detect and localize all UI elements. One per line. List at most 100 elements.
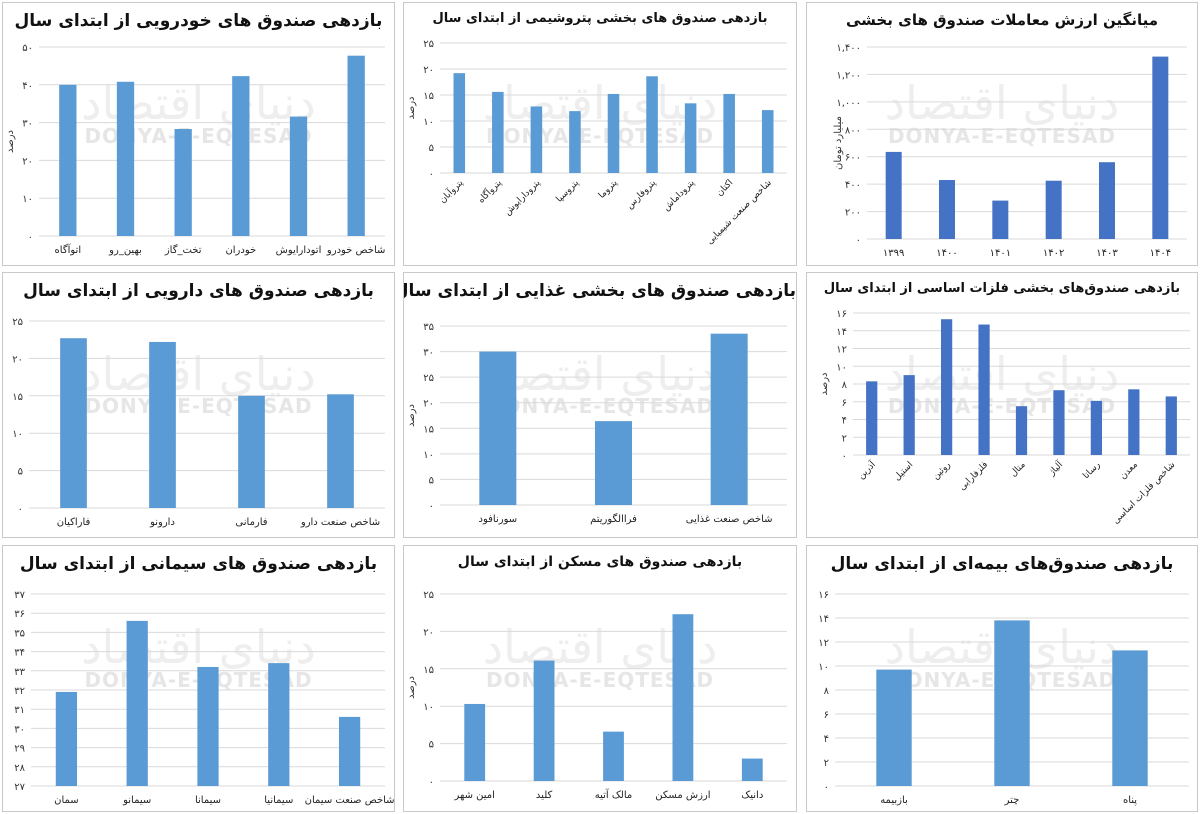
- y-tick-label: ۳۱: [14, 705, 25, 716]
- chart-panel-insurance: دنیای اقتصاد DONYA-E-EQTESAD بازدهی صندو…: [806, 545, 1198, 812]
- chart-panel-pharma: دنیای اقتصاد DONYA-E-EQTESAD بازدهی صندو…: [2, 272, 395, 538]
- y-tick-label: ۰: [856, 235, 861, 246]
- chart-svg: ۲۷ ۲۸ ۲۹ ۳۰ ۳۱ ۳۲ ۳۳ ۳۴ ۳۵ ۳۶ ۳۷ سمان سیمانو سیمانا سی…: [14, 590, 394, 806]
- x-tick-label: آلیاژ: [1045, 458, 1065, 478]
- x-tick-label: مالک آتیه: [595, 788, 633, 801]
- chart-panel-metals: دنیای اقتصاد DONYA-E-EQTESAD بازدهی صندو…: [806, 272, 1198, 538]
- y-tick-label: ۱۵: [12, 392, 23, 403]
- x-tick-label: سیمانیا: [264, 795, 293, 806]
- bar: [741, 758, 763, 781]
- x-tick-label: استیل: [892, 460, 915, 483]
- bar: [607, 93, 620, 173]
- y-tick-label: ۰: [18, 504, 23, 515]
- bar: [1152, 56, 1169, 239]
- chart-svg: ۰ ۲۰۰ ۴۰۰ ۶۰۰ ۸۰۰ ۱,۰۰۰ ۱,۲۰۰ ۱,۴۰۰ میلیارد توما…: [833, 43, 1187, 259]
- bar: [197, 666, 219, 786]
- y-tick-label: ۲۷: [14, 782, 25, 793]
- y-tick-label: ۳۴: [14, 648, 25, 659]
- chart-svg: ۰ ۵ ۱۰ ۱۵ ۲۰ ۲۵ درصد پتروآبان پتروآگاهپترودارایو…: [406, 39, 787, 247]
- x-tick-label: شاخص صنعت شیمیایی: [705, 178, 774, 247]
- y-tick-label: ۸: [842, 380, 848, 391]
- y-tick-label: ۸: [824, 686, 830, 697]
- bar: [55, 691, 78, 786]
- x-tick-label: فراالگوریتم: [590, 513, 637, 525]
- bar: [238, 395, 265, 508]
- y-tick-label: ۰: [842, 451, 847, 462]
- chart-title: بازدهی صندوق های دارویی از ابتدای سال: [23, 281, 374, 301]
- y-tick-label: ۴: [824, 734, 829, 745]
- bar: [1128, 389, 1140, 455]
- y-tick-label: ۰: [824, 782, 829, 793]
- x-tick-label: فارمانی: [235, 517, 267, 528]
- y-tick-label: ۴۰: [22, 81, 33, 92]
- bar: [530, 106, 543, 173]
- x-tick-label: بهین_رو: [108, 245, 142, 256]
- bar: [885, 151, 902, 239]
- y-tick-label: ۲۵: [12, 317, 23, 328]
- chart-title: بازدهی صندوق های سیمانی از ابتدای سال: [19, 554, 378, 574]
- x-tick-label: پتروآگاه: [475, 176, 504, 205]
- bar: [603, 731, 624, 781]
- y-tick-label: ۱۰: [423, 117, 434, 128]
- chart-title: بازدهی صندوق‌های بخشی فلزات اساسی از ابت…: [823, 281, 1181, 296]
- x-tick-label: اتوآگاه: [55, 243, 82, 256]
- y-tick-label: ۲۰: [12, 354, 23, 365]
- y-tick-label: ۳۵: [14, 628, 25, 639]
- y-tick-label: ۶: [842, 398, 847, 409]
- y-tick-label: ۳۶: [14, 609, 25, 620]
- chart-panel-auto: دنیای اقتصاد DONYA-E-EQTESAD بازدهی صندو…: [2, 2, 395, 266]
- bar: [1053, 390, 1065, 455]
- x-tick-label: پتروفارس: [625, 178, 659, 212]
- y-axis-label: میلیارد تومان: [833, 116, 844, 170]
- y-tick-label: ۱۴: [836, 327, 847, 338]
- chart-panel-trading-value: دنیای اقتصاد DONYA-E-EQTESAD میانگین ارز…: [806, 2, 1198, 266]
- y-tick-label: ۲۵: [423, 373, 434, 384]
- y-tick-label: ۱۰: [423, 702, 434, 713]
- y-tick-label: ۱۵: [423, 424, 434, 435]
- bar: [126, 620, 148, 786]
- bar: [1112, 650, 1148, 786]
- bar: [60, 338, 87, 508]
- y-tick-label: ۳۳: [14, 667, 25, 678]
- y-tick-label: ۰: [28, 232, 33, 243]
- bar: [710, 333, 748, 505]
- bar: [453, 73, 466, 173]
- bar: [347, 55, 365, 236]
- x-tick-label: پناه: [1123, 795, 1137, 806]
- x-tick-label: شاخص فلزات اساسی: [1111, 460, 1177, 526]
- bar: [978, 324, 990, 455]
- bar: [646, 76, 658, 173]
- y-tick-label: ۵۰: [22, 43, 33, 54]
- y-tick-label: ۱۶: [836, 309, 847, 320]
- bar: [59, 84, 77, 236]
- bar: [723, 93, 735, 173]
- chart-svg: ۰ ۲ ۴ ۶ ۸ ۱۰ ۱۲ ۱۴ ۱۶ بازبیمه چتر پناه: [818, 590, 1189, 806]
- x-tick-label: شاخص صنعت سیمان: [305, 795, 394, 806]
- x-tick-label: چتر: [1004, 795, 1020, 806]
- bar: [1099, 162, 1115, 239]
- x-tick-label: اکتان: [715, 178, 735, 198]
- x-tick-label: فلزفارابی: [958, 460, 991, 493]
- x-tick-label: سیمانا: [195, 795, 221, 806]
- y-tick-label: ۱۲: [836, 345, 847, 356]
- chart-title: میانگین ارزش معاملات صندوق های بخشی: [845, 11, 1159, 29]
- y-axis-label: درصد: [819, 372, 830, 395]
- bar: [1165, 396, 1177, 455]
- x-tick-label: آذرین: [855, 458, 878, 481]
- y-tick-label: ۲: [824, 758, 829, 769]
- chart-panel-food: دنیای اقتصاد DONYA-E-EQTESAD بازدهی صندو…: [403, 272, 797, 538]
- y-tick-label: ۲۰: [423, 65, 434, 76]
- x-tick-label: پتروآبان: [436, 176, 465, 205]
- y-axis-label: درصد: [406, 676, 417, 699]
- y-tick-label: ۱,۲۰۰: [836, 70, 861, 81]
- x-tick-label: تخت_گاز: [164, 244, 202, 256]
- x-tick-label: روئین: [931, 460, 953, 482]
- y-tick-label: ۵: [429, 143, 434, 154]
- bar: [268, 663, 290, 786]
- y-tick-label: ۳۷: [14, 590, 25, 601]
- y-tick-label: ۳۰: [423, 348, 434, 359]
- bar: [1090, 400, 1103, 455]
- y-axis-label: درصد: [406, 96, 417, 119]
- y-tick-label: ۰: [429, 777, 434, 788]
- y-tick-label: ۱۰: [22, 194, 33, 205]
